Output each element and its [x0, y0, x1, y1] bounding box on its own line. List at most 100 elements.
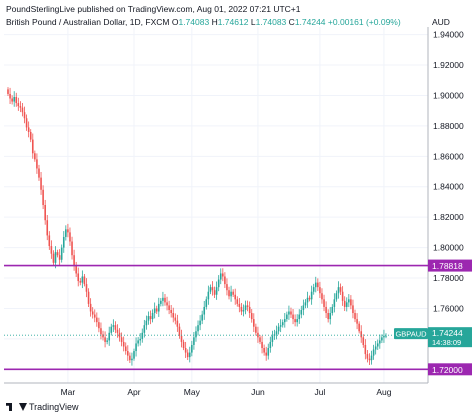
candle	[135, 337, 137, 357]
candle	[290, 307, 292, 318]
candle	[79, 278, 82, 286]
candle	[304, 299, 307, 309]
candle-body	[321, 293, 323, 300]
candle	[250, 309, 253, 323]
close-label: C	[288, 17, 295, 27]
candle-body	[102, 334, 104, 338]
candle	[348, 294, 350, 308]
candle	[93, 309, 96, 323]
candle-body	[372, 349, 375, 356]
x-axis-labels: Mar Apr May Jun Jul Aug	[61, 387, 392, 397]
candle	[362, 334, 365, 348]
candle-body	[335, 293, 338, 300]
candle-body	[186, 352, 189, 358]
candle-body	[364, 344, 367, 355]
candle-body	[60, 247, 63, 260]
candle-body	[333, 299, 336, 307]
candle	[345, 297, 348, 312]
open-label: O	[171, 17, 179, 27]
candle-body	[215, 287, 218, 295]
candle	[207, 285, 210, 305]
candle-body	[15, 96, 18, 104]
candle-body	[83, 276, 86, 285]
candle-body	[96, 317, 98, 323]
candle	[325, 301, 327, 319]
candle	[188, 346, 191, 363]
close-value: 1.74244	[294, 17, 326, 27]
candle	[131, 352, 133, 366]
candle	[77, 267, 80, 287]
candle-body	[172, 313, 175, 318]
level-tag	[428, 259, 472, 272]
x-tick-label: Jun	[251, 387, 265, 397]
candle	[112, 319, 115, 333]
x-tick-label: Apr	[127, 387, 140, 397]
candle-body	[151, 313, 154, 320]
candle-body	[368, 358, 371, 361]
candle	[205, 296, 208, 310]
candle-body	[302, 305, 305, 310]
candle-body	[370, 355, 373, 361]
candle	[87, 288, 90, 308]
low-value: 1.74083	[255, 17, 287, 27]
x-tick-label: Aug	[376, 387, 391, 397]
candle-body	[356, 319, 358, 324]
candle-body	[222, 273, 224, 277]
candle	[317, 278, 319, 291]
candle	[34, 150, 36, 162]
candle	[267, 343, 270, 360]
candle-body	[50, 246, 53, 254]
candle-body	[263, 348, 265, 353]
candle	[238, 298, 241, 313]
candle-body	[133, 351, 135, 359]
candle	[38, 164, 40, 181]
y-tick-label: 1.80000	[433, 243, 464, 253]
candle	[75, 261, 77, 278]
candle-body	[337, 287, 340, 294]
candle	[306, 291, 309, 308]
candle	[261, 335, 263, 354]
candle	[271, 330, 274, 347]
candle	[50, 240, 53, 259]
candle	[302, 299, 305, 316]
candle	[83, 273, 86, 287]
candle	[281, 319, 284, 328]
candle-body	[286, 314, 288, 320]
candle-body	[343, 300, 346, 307]
candle	[191, 340, 193, 357]
candle	[350, 295, 352, 310]
candle	[329, 307, 332, 325]
candle	[294, 314, 296, 327]
candle	[17, 97, 20, 111]
candle	[370, 350, 373, 365]
candle-body	[124, 346, 127, 352]
candle-body	[122, 341, 125, 347]
y-tick-label: 1.76000	[433, 303, 464, 313]
candle-body	[52, 253, 55, 263]
candle-body	[42, 189, 44, 205]
candle-body	[385, 335, 387, 337]
candle	[110, 323, 113, 336]
candle	[255, 323, 257, 336]
candle	[67, 223, 69, 238]
candle-body	[203, 306, 206, 315]
candle-body	[141, 332, 144, 339]
candle-body	[48, 235, 51, 247]
candle-body	[110, 326, 113, 333]
candle	[343, 296, 346, 312]
candle-body	[147, 316, 150, 321]
candle-body	[325, 306, 327, 314]
candle-body	[65, 229, 67, 237]
candle-body	[294, 319, 296, 323]
candle	[201, 310, 203, 325]
candle-body	[379, 340, 381, 344]
candle-body	[58, 255, 61, 260]
candle	[337, 281, 340, 299]
candle-body	[211, 287, 214, 291]
level-lines	[4, 264, 428, 371]
candle-body	[23, 112, 26, 119]
candle-body	[98, 322, 100, 329]
candle	[184, 341, 187, 359]
candle-body	[354, 313, 356, 320]
